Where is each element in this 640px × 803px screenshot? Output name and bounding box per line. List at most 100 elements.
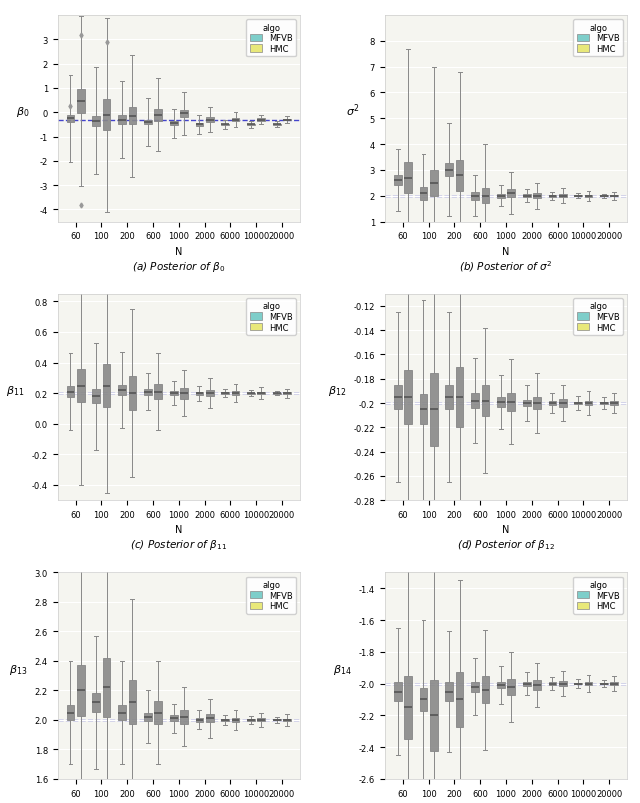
Y-axis label: $\beta_{11}$: $\beta_{11}$ [6,384,24,397]
Legend: MFVB, HMC: MFVB, HMC [246,577,296,613]
PathPatch shape [559,195,566,198]
PathPatch shape [154,702,162,724]
PathPatch shape [92,389,100,404]
X-axis label: N: N [502,525,509,535]
PathPatch shape [77,665,84,716]
PathPatch shape [445,385,453,410]
Legend: MFVB, HMC: MFVB, HMC [573,20,623,57]
PathPatch shape [103,658,111,717]
Y-axis label: $\beta_{14}$: $\beta_{14}$ [333,662,351,676]
PathPatch shape [170,391,177,396]
PathPatch shape [445,683,453,701]
PathPatch shape [533,680,541,691]
PathPatch shape [170,122,177,126]
PathPatch shape [273,393,281,394]
PathPatch shape [420,687,428,711]
X-axis label: N: N [175,247,182,256]
PathPatch shape [257,119,265,121]
PathPatch shape [600,683,608,684]
PathPatch shape [273,719,281,720]
X-axis label: N: N [175,525,182,535]
PathPatch shape [559,400,566,407]
PathPatch shape [523,682,531,686]
PathPatch shape [284,393,291,394]
PathPatch shape [611,402,618,406]
PathPatch shape [144,712,152,721]
PathPatch shape [257,719,265,721]
PathPatch shape [103,365,111,407]
PathPatch shape [585,682,593,686]
PathPatch shape [247,124,255,126]
PathPatch shape [600,402,608,405]
PathPatch shape [144,120,152,125]
PathPatch shape [129,377,136,410]
PathPatch shape [206,118,214,123]
PathPatch shape [481,677,489,703]
PathPatch shape [394,385,401,410]
PathPatch shape [118,116,126,124]
PathPatch shape [445,165,453,177]
PathPatch shape [420,394,428,425]
PathPatch shape [180,111,188,118]
PathPatch shape [206,715,214,723]
PathPatch shape [456,672,463,728]
PathPatch shape [430,171,438,197]
PathPatch shape [129,108,136,125]
PathPatch shape [585,402,593,406]
PathPatch shape [585,195,593,198]
PathPatch shape [523,401,531,406]
PathPatch shape [574,402,582,405]
PathPatch shape [508,190,515,198]
PathPatch shape [77,90,84,114]
Y-axis label: $\sigma^2$: $\sigma^2$ [346,103,360,119]
PathPatch shape [404,370,412,425]
PathPatch shape [404,163,412,194]
PathPatch shape [284,719,291,721]
PathPatch shape [92,116,100,126]
PathPatch shape [533,194,541,199]
PathPatch shape [154,109,162,121]
PathPatch shape [103,100,111,131]
Y-axis label: $\beta_0$: $\beta_0$ [16,105,29,119]
Text: (d) Posterior of $\beta_{12}$: (d) Posterior of $\beta_{12}$ [457,538,555,552]
PathPatch shape [247,393,255,394]
PathPatch shape [548,402,556,406]
PathPatch shape [471,393,479,409]
PathPatch shape [533,397,541,410]
PathPatch shape [206,390,214,397]
Text: (c) Posterior of $\beta_{11}$: (c) Posterior of $\beta_{11}$ [130,538,227,552]
Text: (b) Posterior of $\sigma^2$: (b) Posterior of $\sigma^2$ [459,259,553,274]
Y-axis label: $\beta_{12}$: $\beta_{12}$ [328,384,346,397]
PathPatch shape [497,194,505,198]
PathPatch shape [456,367,463,428]
PathPatch shape [129,680,136,724]
PathPatch shape [67,705,74,720]
PathPatch shape [196,124,204,126]
PathPatch shape [611,196,618,198]
PathPatch shape [559,681,566,687]
PathPatch shape [508,679,515,695]
Legend: MFVB, HMC: MFVB, HMC [246,20,296,57]
PathPatch shape [394,683,401,701]
PathPatch shape [257,393,265,395]
PathPatch shape [471,683,479,691]
PathPatch shape [247,719,255,721]
PathPatch shape [92,693,100,712]
PathPatch shape [600,196,608,197]
PathPatch shape [232,718,239,722]
PathPatch shape [430,680,438,751]
PathPatch shape [232,392,239,396]
PathPatch shape [232,119,239,122]
PathPatch shape [456,161,463,191]
PathPatch shape [574,683,582,684]
Legend: MFVB, HMC: MFVB, HMC [573,577,623,613]
PathPatch shape [471,193,479,200]
PathPatch shape [118,385,126,396]
Legend: MFVB, HMC: MFVB, HMC [573,299,623,336]
PathPatch shape [118,705,126,720]
PathPatch shape [497,683,505,688]
PathPatch shape [523,195,531,198]
PathPatch shape [144,389,152,395]
PathPatch shape [284,120,291,121]
PathPatch shape [67,387,74,397]
